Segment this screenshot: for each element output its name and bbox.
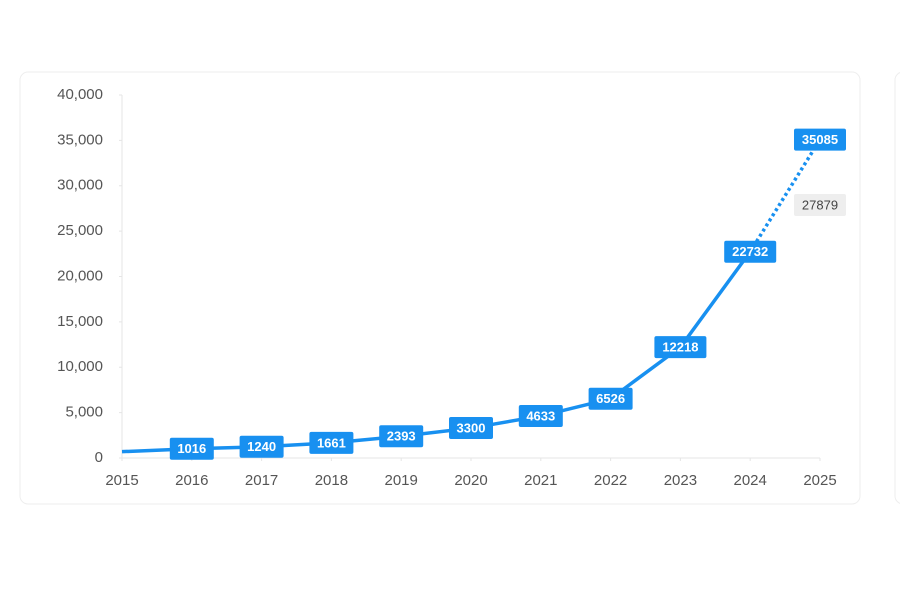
y-tick-label: 0: [95, 449, 103, 466]
value-label-box: [449, 417, 493, 440]
value-label: 1661: [317, 435, 346, 450]
x-tick-label: 2016: [175, 472, 208, 489]
y-tick-label: 10,000: [57, 358, 103, 375]
value-label: 12218: [662, 340, 698, 355]
value-label: 1240: [247, 439, 276, 454]
y-tick-label: 5,000: [65, 404, 103, 421]
value-label: 35085: [802, 132, 838, 147]
x-tick-label: 2017: [245, 472, 278, 489]
x-tick-label: 2020: [454, 472, 487, 489]
value-label-box: [794, 128, 846, 151]
x-tick-label: 2018: [315, 472, 348, 489]
value-label-box: [654, 336, 707, 359]
value-label: 2393: [387, 429, 416, 444]
y-tick-label: 30,000: [57, 177, 103, 194]
value-label-box: [518, 404, 563, 427]
value-label-box: [169, 437, 214, 460]
value-label-box: [588, 387, 633, 410]
x-tick-label: 2024: [734, 472, 767, 489]
line-solid: [121, 250, 752, 454]
x-tick-label: 2019: [385, 472, 418, 489]
chart-card: [19, 71, 861, 505]
next-card: [894, 72, 900, 504]
x-tick-label: 2015: [105, 472, 138, 489]
y-tick-label: 20,000: [57, 267, 103, 284]
value-label-box: [379, 425, 424, 448]
value-label-box: [309, 431, 354, 454]
x-tick-label: 2025: [803, 472, 836, 489]
value-label: 6526: [596, 391, 625, 406]
value-label: 4633: [526, 408, 555, 423]
x-tick-label: 2022: [594, 472, 627, 489]
value-label: 1016: [177, 441, 206, 456]
y-tick-label: 15,000: [57, 313, 103, 330]
line-projected: [748, 138, 822, 253]
value-label-box: [794, 193, 846, 216]
value-label-box: [239, 435, 284, 458]
y-tick-label: 25,000: [57, 222, 103, 239]
value-label: 22732: [732, 244, 768, 259]
value-label: 27879: [802, 197, 838, 212]
y-tick-label: 40,000: [57, 86, 103, 103]
value-label-box: [724, 240, 777, 263]
x-tick-label: 2021: [524, 472, 557, 489]
y-tick-label: 35,000: [57, 131, 103, 148]
x-tick-label: 2023: [664, 472, 697, 489]
value-label: 3300: [457, 420, 486, 435]
